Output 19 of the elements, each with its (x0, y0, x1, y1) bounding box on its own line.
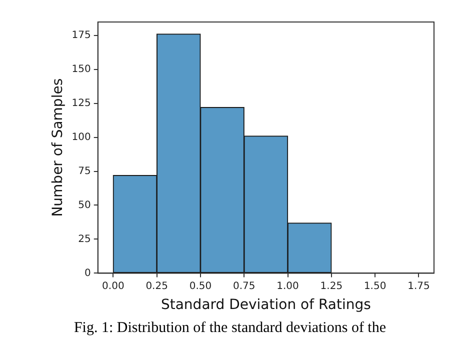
y-tick-label: 50 (78, 200, 91, 211)
x-axis-title: Standard Deviation of Ratings (160, 297, 371, 314)
y-tick-label: 100 (72, 132, 91, 143)
x-tick-label: 1.00 (276, 280, 299, 292)
y-tick-label: 125 (72, 98, 91, 109)
x-tick-label: 0.75 (232, 280, 256, 292)
x-tick-label: 1.50 (364, 280, 386, 292)
y-tick-label: 25 (78, 234, 91, 245)
y-tick-label: 75 (78, 166, 91, 177)
x-tick-label: 0.25 (146, 280, 168, 292)
x-tick-label: 0.00 (102, 280, 124, 292)
y-tick-label: 0 (84, 268, 91, 279)
x-tick-label: 1.25 (320, 280, 343, 292)
x-tick-label: 1.75 (408, 280, 430, 292)
caption: Fig. 1: Distribution of the standard deviations of the (72, 320, 388, 337)
y-tick-label: 175 (72, 30, 91, 41)
y-tick-label: 150 (72, 64, 91, 75)
y-axis-title: Number of Samples (50, 78, 66, 217)
x-tick-label: 0.50 (189, 280, 212, 292)
